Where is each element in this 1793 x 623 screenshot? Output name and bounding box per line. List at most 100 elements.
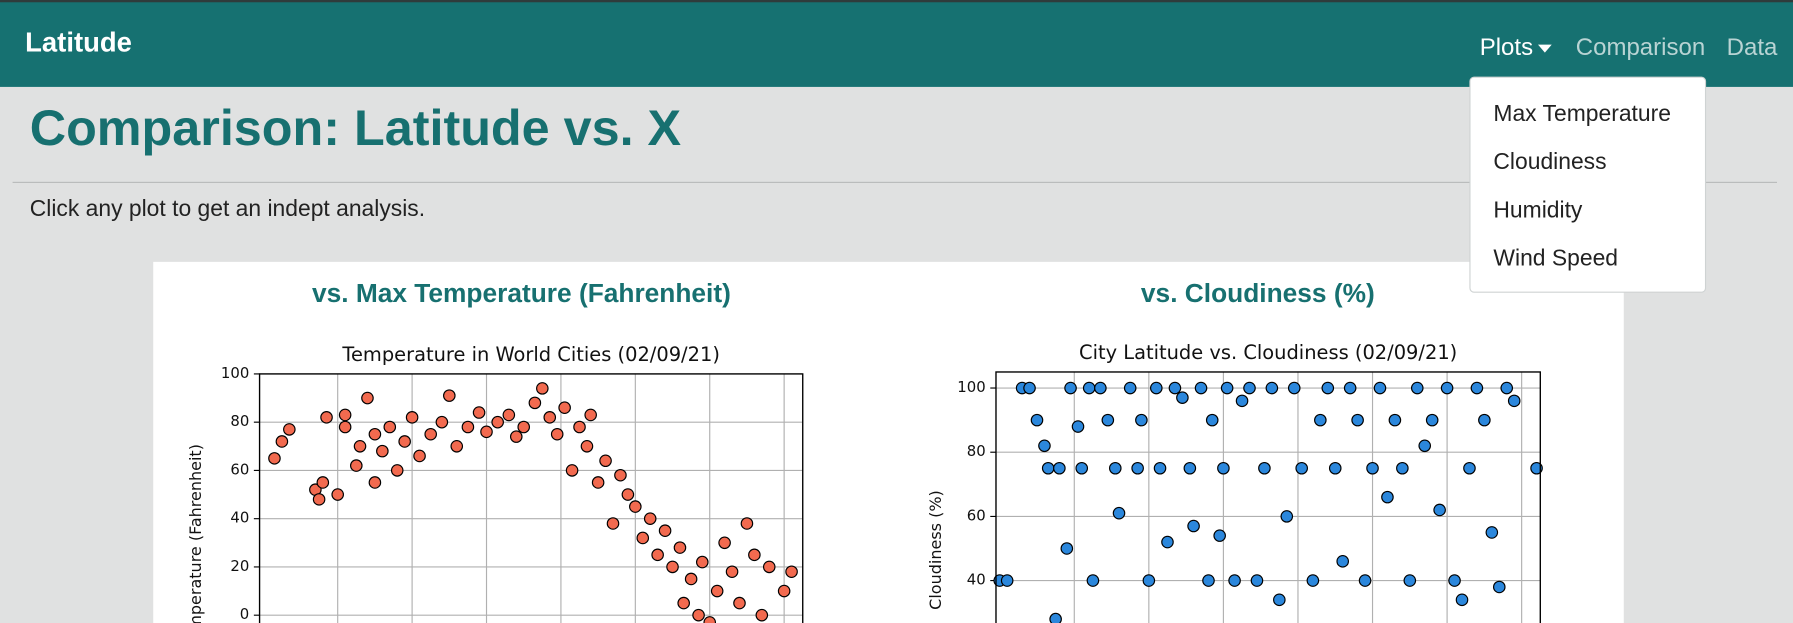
plot[interactable]: Temperature in World Cities (02/09/21) Ma… bbox=[186, 343, 804, 623]
point bbox=[1273, 593, 1286, 607]
dropdown-item[interactable]: Humidity bbox=[1493, 197, 1583, 223]
point bbox=[1500, 381, 1514, 395]
point bbox=[368, 427, 382, 441]
point bbox=[591, 476, 605, 489]
point bbox=[435, 415, 449, 429]
point bbox=[502, 408, 516, 422]
point bbox=[1235, 394, 1249, 408]
point bbox=[1243, 381, 1256, 395]
point bbox=[1306, 574, 1320, 587]
nav-label[interactable]: Plots bbox=[1479, 34, 1534, 61]
point bbox=[1075, 461, 1089, 475]
point bbox=[1220, 381, 1234, 395]
point bbox=[695, 555, 709, 569]
point bbox=[1131, 461, 1144, 475]
y-tick-label: 100 bbox=[957, 378, 985, 396]
plot-title: City Latitude vs. Cloudiness (02/09/21) bbox=[1079, 341, 1457, 364]
point bbox=[658, 524, 672, 538]
y-tick-label: 20 bbox=[230, 557, 249, 575]
point bbox=[450, 440, 464, 453]
point bbox=[1176, 391, 1189, 404]
point bbox=[565, 464, 579, 477]
nav-plots[interactable]: Plots bbox=[1480, 34, 1552, 61]
axes-frame bbox=[258, 373, 804, 623]
point bbox=[677, 596, 690, 610]
point bbox=[725, 565, 739, 579]
point bbox=[528, 396, 542, 410]
point bbox=[275, 435, 289, 448]
point bbox=[1287, 381, 1301, 395]
point bbox=[413, 449, 426, 463]
point bbox=[1507, 394, 1521, 408]
point bbox=[283, 423, 296, 436]
point bbox=[621, 488, 635, 501]
point bbox=[1314, 413, 1327, 427]
nav-comparison[interactable]: Comparison bbox=[1575, 34, 1706, 61]
point bbox=[1418, 439, 1432, 453]
point bbox=[461, 420, 475, 434]
point bbox=[666, 560, 679, 574]
point bbox=[1478, 413, 1491, 427]
point bbox=[651, 548, 664, 562]
point bbox=[1425, 413, 1439, 427]
point bbox=[580, 440, 594, 453]
description: Click any plot to get an indept analysis… bbox=[29, 196, 426, 222]
point bbox=[338, 408, 352, 422]
point bbox=[331, 488, 344, 501]
point bbox=[1321, 381, 1335, 395]
point bbox=[1373, 381, 1387, 395]
point bbox=[599, 454, 612, 468]
point bbox=[1463, 461, 1476, 475]
point bbox=[1071, 420, 1085, 433]
y-tick-label: 0 bbox=[240, 605, 249, 623]
point bbox=[1049, 612, 1062, 623]
point bbox=[398, 435, 411, 448]
divider bbox=[12, 181, 1777, 183]
point bbox=[1343, 381, 1357, 395]
point bbox=[517, 420, 531, 434]
point bbox=[1328, 461, 1342, 475]
point bbox=[1448, 574, 1461, 587]
point bbox=[1280, 510, 1294, 523]
point bbox=[383, 420, 397, 434]
y-tick-label: 60 bbox=[967, 506, 986, 524]
nav-data[interactable]: Data bbox=[1726, 34, 1778, 61]
point bbox=[643, 512, 657, 525]
page-title: Comparison: Latitude vs. X bbox=[29, 100, 682, 157]
point bbox=[480, 425, 493, 439]
point bbox=[614, 468, 627, 482]
point bbox=[1228, 574, 1241, 587]
point bbox=[550, 427, 564, 441]
card-title: vs. Cloudiness (%) bbox=[1141, 278, 1375, 308]
point bbox=[1135, 413, 1148, 427]
point bbox=[684, 572, 698, 586]
point bbox=[1217, 461, 1230, 475]
point bbox=[1150, 381, 1163, 395]
point bbox=[320, 411, 333, 424]
point bbox=[1358, 574, 1372, 587]
point bbox=[1258, 461, 1271, 475]
point bbox=[718, 536, 731, 550]
plot-title: Temperature in World Cities (02/09/21) bbox=[341, 343, 720, 366]
point bbox=[785, 565, 798, 579]
point bbox=[1336, 555, 1349, 568]
point bbox=[1410, 381, 1424, 395]
point bbox=[1030, 413, 1044, 427]
dropdown-item[interactable]: Cloudiness bbox=[1493, 149, 1607, 175]
point bbox=[755, 608, 769, 622]
point bbox=[1123, 381, 1137, 395]
point bbox=[1108, 461, 1122, 475]
plot[interactable]: City Latitude vs. Cloudiness (02/09/21) C… bbox=[926, 341, 1543, 623]
point bbox=[1038, 439, 1051, 453]
point bbox=[1142, 574, 1156, 587]
point bbox=[636, 531, 650, 545]
point bbox=[1433, 503, 1446, 517]
point bbox=[1112, 506, 1126, 520]
brand[interactable]: Latitude bbox=[25, 27, 132, 59]
point bbox=[1094, 381, 1107, 395]
dropdown-item[interactable]: Wind Speed bbox=[1493, 245, 1619, 272]
point bbox=[1023, 381, 1036, 395]
dropdown-item[interactable]: Max Temperature bbox=[1493, 101, 1671, 127]
